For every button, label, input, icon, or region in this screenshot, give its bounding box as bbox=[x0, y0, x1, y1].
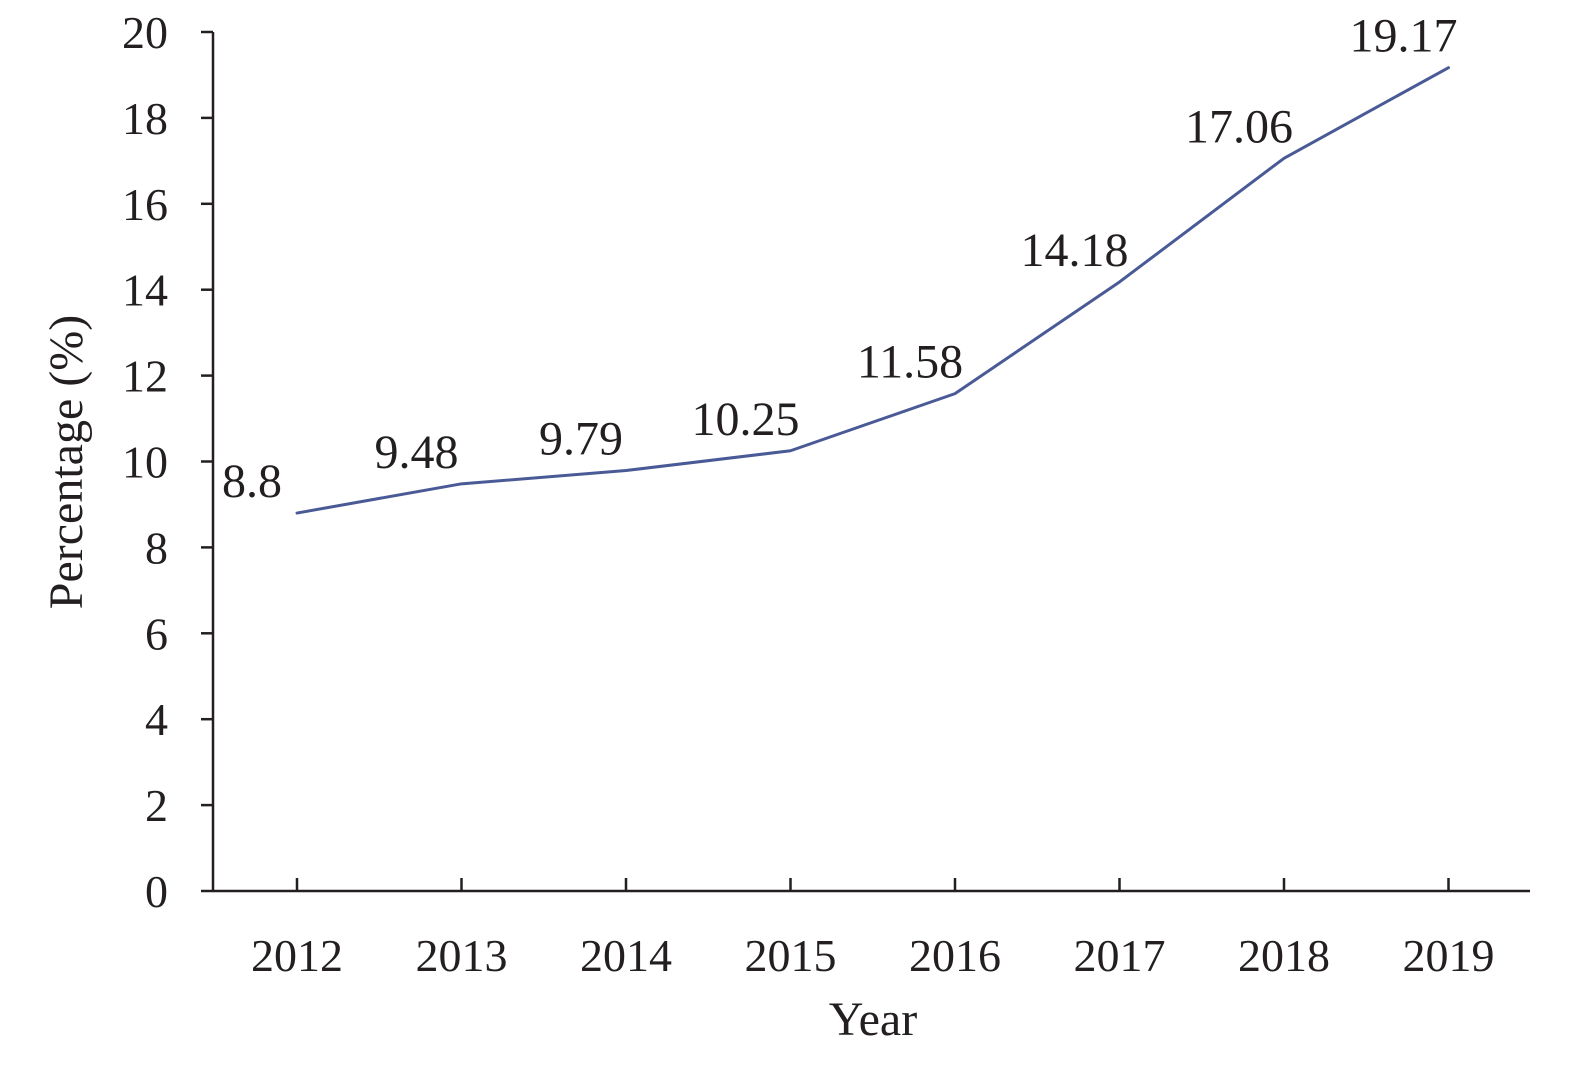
data-label: 8.8 bbox=[222, 455, 282, 508]
data-label: 11.58 bbox=[857, 336, 963, 389]
y-tick-label: 14 bbox=[122, 265, 168, 316]
series-line bbox=[295, 66, 1450, 515]
x-tick-label: 2015 bbox=[745, 930, 837, 981]
series-group bbox=[295, 66, 1450, 515]
data-label: 19.17 bbox=[1350, 10, 1458, 63]
data-label: 14.18 bbox=[1021, 224, 1129, 277]
data-label: 9.79 bbox=[539, 413, 623, 466]
y-tick-label: 12 bbox=[122, 351, 168, 402]
x-axis-title: Year bbox=[829, 993, 917, 1046]
x-tick-label: 2012 bbox=[251, 930, 343, 981]
data-label: 17.06 bbox=[1185, 100, 1293, 153]
y-axis-title: Percentage (%) bbox=[40, 315, 93, 610]
y-tick-label: 20 bbox=[122, 7, 168, 58]
x-tick-label: 2018 bbox=[1238, 930, 1330, 981]
y-tick-label: 16 bbox=[122, 179, 168, 230]
x-tick-label: 2016 bbox=[909, 930, 1001, 981]
y-tick-label: 4 bbox=[145, 694, 168, 745]
y-tick-label: 0 bbox=[145, 866, 168, 917]
x-tick-label: 2019 bbox=[1403, 930, 1495, 981]
x-tick-label: 2017 bbox=[1074, 930, 1166, 981]
y-tick-label: 6 bbox=[145, 608, 168, 659]
x-tick-label: 2013 bbox=[416, 930, 508, 981]
x-tick-label: 2014 bbox=[580, 930, 672, 981]
data-label: 9.48 bbox=[375, 426, 459, 479]
x-axis: 2012 2013 2014 2015 2016 2017 2018 2019 bbox=[213, 878, 1530, 981]
data-label: 10.25 bbox=[692, 393, 800, 446]
y-tick-label: 8 bbox=[145, 522, 168, 573]
y-tick-label: 18 bbox=[122, 93, 168, 144]
y-tick-label: 2 bbox=[145, 780, 168, 831]
data-labels: 8.8 9.48 9.79 10.25 11.58 14.18 17.06 19.17 bbox=[222, 10, 1458, 508]
y-axis: 0 2 4 6 8 10 12 14 16 18 20 bbox=[122, 7, 215, 917]
y-tick-label: 10 bbox=[122, 437, 168, 488]
